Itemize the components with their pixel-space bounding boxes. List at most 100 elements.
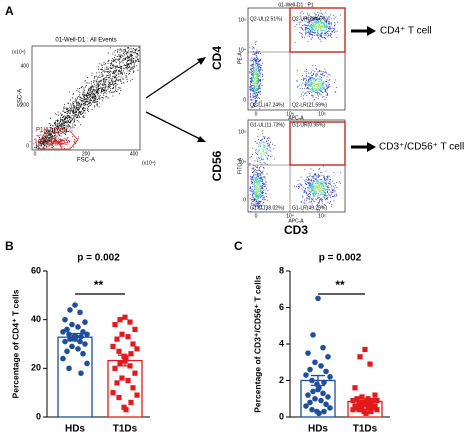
event-dot xyxy=(126,59,128,61)
event-dot xyxy=(318,81,320,83)
event-dot xyxy=(315,80,316,82)
event-dot xyxy=(300,200,302,202)
event-dot xyxy=(254,198,256,200)
event-dot xyxy=(117,80,119,82)
event-dot xyxy=(44,136,46,138)
event-dot xyxy=(74,111,76,113)
event-dot xyxy=(43,136,45,138)
event-dot xyxy=(328,20,330,22)
event-dot xyxy=(324,38,326,40)
event-dot xyxy=(51,141,53,143)
event-dot xyxy=(257,167,258,169)
event-dot xyxy=(94,106,96,108)
event-dot xyxy=(124,57,126,59)
event-dot xyxy=(255,153,257,155)
event-dot xyxy=(253,78,255,80)
event-dot xyxy=(57,143,59,145)
event-dot xyxy=(309,190,310,192)
event-dot xyxy=(72,109,74,111)
event-dot xyxy=(57,121,58,123)
event-dot xyxy=(257,205,259,207)
event-dot xyxy=(79,92,81,93)
event-dot xyxy=(91,109,93,110)
event-dot xyxy=(259,152,261,154)
event-dot xyxy=(327,26,329,28)
event-dot xyxy=(323,185,325,187)
event-dot xyxy=(83,98,85,100)
event-dot xyxy=(62,139,64,141)
event-dot xyxy=(103,62,105,64)
event-dot xyxy=(257,64,259,65)
event-dot xyxy=(323,96,325,97)
event-dot xyxy=(311,199,313,200)
event-dot xyxy=(316,84,318,86)
event-dot xyxy=(300,21,302,23)
event-dot xyxy=(256,183,258,185)
event-dot xyxy=(56,114,58,115)
event-dot xyxy=(310,182,312,184)
event-dot xyxy=(316,176,318,178)
event-dot xyxy=(253,57,255,59)
event-dot xyxy=(303,88,305,90)
event-dot xyxy=(48,137,50,139)
event-dot xyxy=(321,187,323,189)
event-dot xyxy=(318,84,319,86)
event-dot xyxy=(103,64,105,65)
event-dot xyxy=(103,89,105,91)
event-dot xyxy=(250,186,252,188)
event-dot xyxy=(320,186,322,187)
event-dot xyxy=(316,17,318,19)
event-dot xyxy=(310,71,312,73)
event-dot xyxy=(258,50,260,52)
event-dot xyxy=(335,37,337,39)
event-dot xyxy=(259,87,261,89)
event-dot xyxy=(262,148,263,150)
event-dot xyxy=(320,171,322,173)
event-dot xyxy=(334,30,336,32)
event-dot xyxy=(325,28,327,30)
event-dot xyxy=(307,21,308,23)
event-dot xyxy=(105,86,107,88)
event-dot xyxy=(265,152,267,154)
event-dot xyxy=(253,50,255,52)
event-dot xyxy=(318,197,320,199)
event-dot xyxy=(251,77,253,79)
event-dot xyxy=(111,84,113,85)
event-dot xyxy=(79,117,81,118)
event-dot xyxy=(260,146,261,148)
event-dot xyxy=(326,179,328,181)
event-dot xyxy=(305,77,307,79)
event-dot xyxy=(40,138,42,140)
event-dot xyxy=(316,78,317,80)
event-dot xyxy=(74,119,76,120)
event-dot xyxy=(258,78,260,80)
event-dot xyxy=(73,121,75,123)
event-dot xyxy=(132,58,134,60)
event-dot xyxy=(254,200,256,201)
event-dot xyxy=(73,146,75,148)
event-dot xyxy=(88,102,90,104)
event-dot xyxy=(73,103,74,104)
event-dot xyxy=(109,82,111,84)
data-point xyxy=(64,348,70,355)
event-dot xyxy=(68,122,70,124)
event-dot xyxy=(47,139,49,141)
event-dot xyxy=(65,121,67,123)
event-dot xyxy=(325,90,327,92)
event-dot xyxy=(256,55,258,57)
event-dot xyxy=(124,54,126,56)
event-dot xyxy=(253,176,255,178)
event-dot xyxy=(250,84,252,86)
event-dot xyxy=(269,147,271,149)
event-dot xyxy=(92,98,94,99)
event-dot xyxy=(310,30,311,32)
event-dot xyxy=(103,82,105,84)
event-dot xyxy=(314,83,316,85)
event-dot xyxy=(321,202,323,204)
event-dot xyxy=(120,66,122,67)
event-dot xyxy=(317,94,319,96)
event-dot xyxy=(306,91,308,93)
event-dot xyxy=(330,34,332,36)
event-dot xyxy=(45,142,47,144)
event-dot xyxy=(129,66,130,68)
